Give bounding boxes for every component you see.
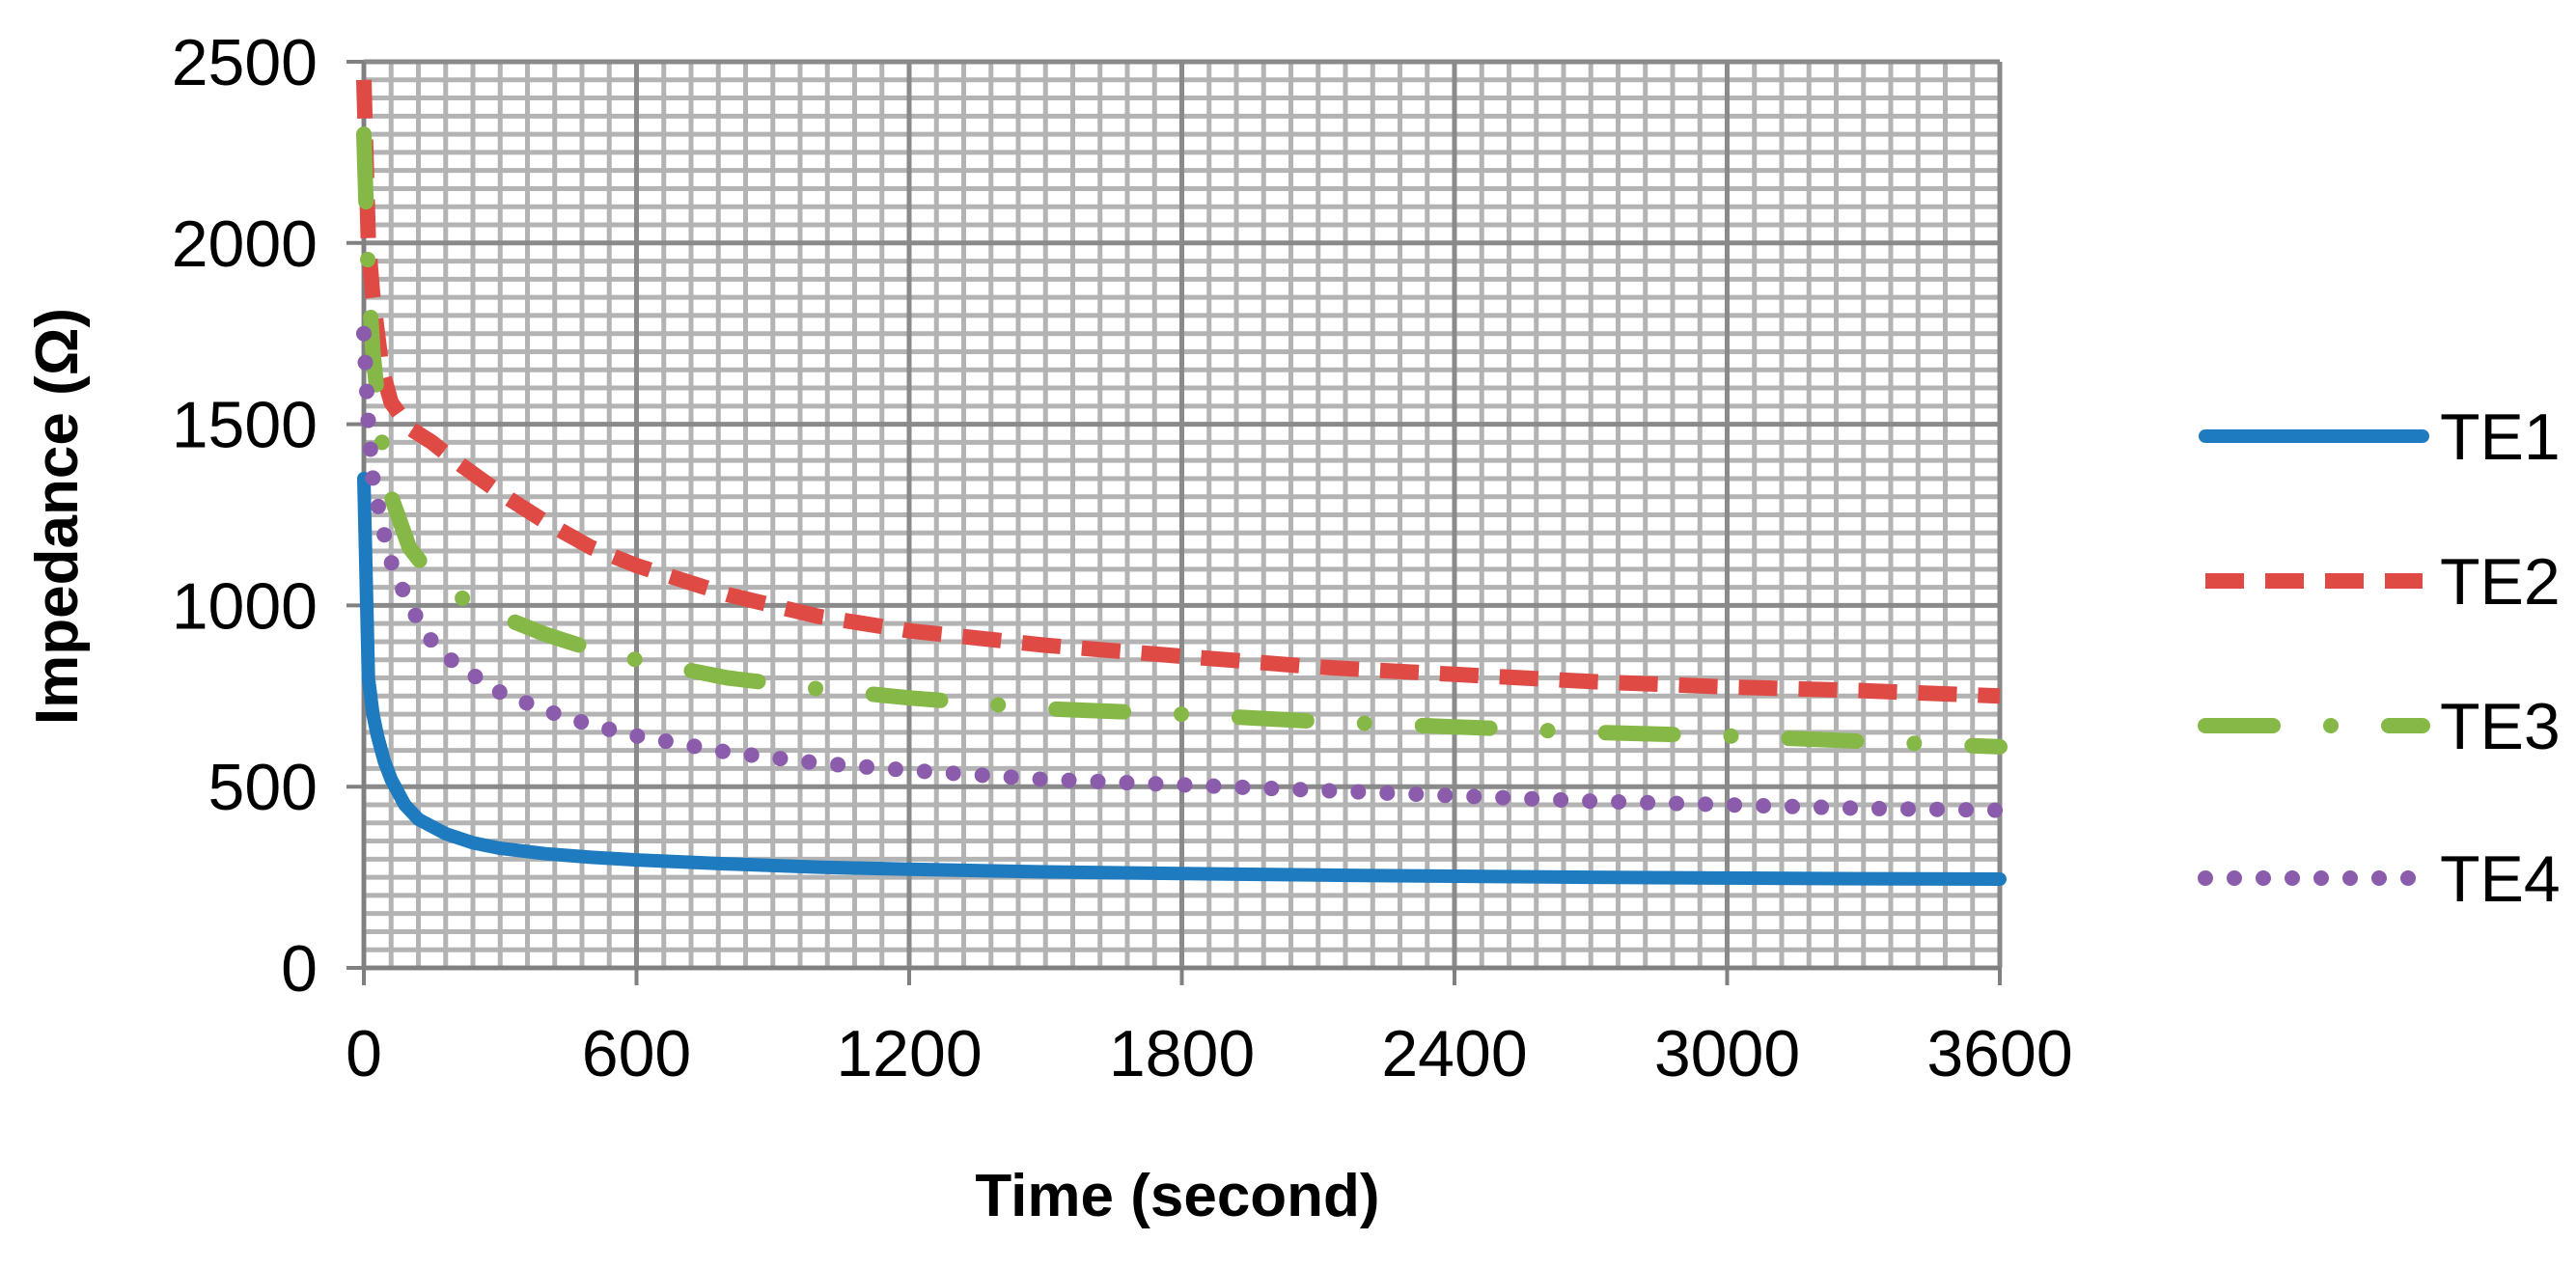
- y-tick-label: 2500: [172, 26, 318, 99]
- legend-label-te4: TE4: [2440, 842, 2561, 916]
- major-gridlines: [361, 59, 2003, 971]
- y-tick-label: 1000: [172, 569, 318, 643]
- x-tick-label: 2400: [1381, 1017, 1527, 1090]
- x-tick-label: 3000: [1654, 1017, 1800, 1090]
- legend: TE1 TE2 TE3 TE4: [2198, 400, 2561, 916]
- x-tick-label: 1800: [1109, 1017, 1255, 1090]
- legend-label-te3: TE3: [2440, 690, 2561, 763]
- x-tick-label: 0: [346, 1017, 382, 1090]
- legend-label-te2: TE2: [2440, 545, 2561, 619]
- data-series: [356, 79, 2008, 886]
- x-axis-tick-labels: 0 600 1200 1800 2400 3000 3600: [346, 1017, 2073, 1090]
- x-axis-title: Time (second): [975, 1163, 1379, 1229]
- x-tick-label: 600: [582, 1017, 691, 1090]
- y-tick-label: 2000: [172, 207, 318, 281]
- x-tick-label: 3600: [1926, 1017, 2072, 1090]
- series-line-te3: [356, 126, 2008, 755]
- series-line-te2: [356, 79, 2001, 704]
- axes: [346, 60, 2002, 985]
- y-axis-tick-labels: 0 500 1000 1500 2000 2500: [172, 26, 318, 1006]
- legend-label-te1: TE1: [2440, 400, 2561, 474]
- y-tick-label: 0: [281, 932, 318, 1006]
- y-axis-title: Impedance (Ω): [24, 308, 91, 725]
- x-tick-label: 1200: [836, 1017, 982, 1090]
- y-tick-label: 1500: [172, 389, 318, 462]
- series-line-te1: [357, 471, 2007, 886]
- y-tick-label: 500: [208, 751, 318, 824]
- series-line-te4: [356, 325, 2008, 818]
